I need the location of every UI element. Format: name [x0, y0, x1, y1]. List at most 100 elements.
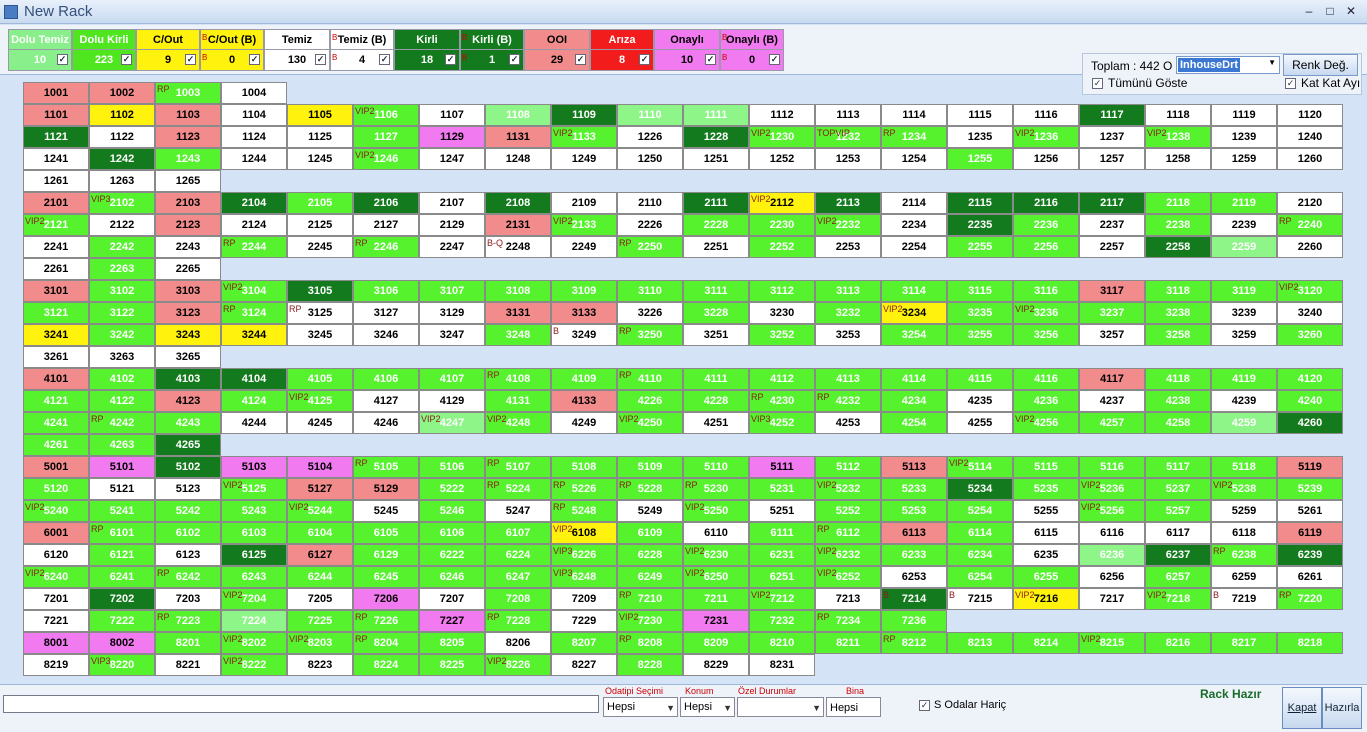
room-cell-4237[interactable]: 4237 — [1079, 390, 1145, 412]
room-cell-4110[interactable]: RP 4110 — [617, 368, 683, 390]
room-cell-8209[interactable]: 8209 — [683, 632, 749, 654]
room-cell-7207[interactable]: 7207 — [419, 588, 485, 610]
room-cell-6103[interactable]: 6103 — [221, 522, 287, 544]
room-cell-4226[interactable]: 4226 — [617, 390, 683, 412]
room-cell-6119[interactable]: 6119 — [1277, 522, 1343, 544]
room-cell-3256[interactable]: 3256 — [1013, 324, 1079, 346]
room-cell-6253[interactable]: 6253 — [881, 566, 947, 588]
room-cell-4121[interactable]: 4121 — [23, 390, 89, 412]
room-cell-5250[interactable]: VIP2 5250 — [683, 500, 749, 522]
room-cell-5119[interactable]: 5119 — [1277, 456, 1343, 478]
room-cell-4255[interactable]: 4255 — [947, 412, 1013, 434]
ozel-durumlar-select[interactable]: ▼ — [737, 697, 824, 717]
room-cell-5237[interactable]: 5237 — [1145, 478, 1211, 500]
filter-1[interactable]: Dolu Kirli 223 ✓ — [72, 29, 136, 71]
room-cell-3246[interactable]: 3246 — [353, 324, 419, 346]
filter-checkbox[interactable]: ✓ — [509, 54, 520, 65]
room-cell-2256[interactable]: 2256 — [1013, 236, 1079, 258]
room-cell-1261[interactable]: 1261 — [23, 170, 89, 192]
room-cell-3119[interactable]: 3119 — [1211, 280, 1277, 302]
filter-2[interactable]: C/Out 9 ✓ — [136, 29, 200, 71]
room-cell-5231[interactable]: 5231 — [749, 478, 815, 500]
room-cell-2105[interactable]: 2105 — [287, 192, 353, 214]
room-cell-2108[interactable]: 2108 — [485, 192, 551, 214]
room-cell-8215[interactable]: VIP2 8215 — [1079, 632, 1145, 654]
room-cell-6224[interactable]: 6224 — [485, 544, 551, 566]
room-cell-2104[interactable]: 2104 — [221, 192, 287, 214]
filter-8[interactable]: OOI 29 ✓ — [524, 29, 590, 71]
filter-checkbox[interactable]: ✓ — [57, 54, 68, 65]
room-cell-1246[interactable]: VIP2 1246 — [353, 148, 419, 170]
room-cell-1238[interactable]: VIP2 1238 — [1145, 126, 1211, 148]
room-cell-6222[interactable]: 6222 — [419, 544, 485, 566]
room-cell-6117[interactable]: 6117 — [1145, 522, 1211, 544]
room-cell-1129[interactable]: 1129 — [419, 126, 485, 148]
s-odalar-checkbox[interactable]: ✓ — [919, 700, 930, 711]
room-cell-5118[interactable]: 5118 — [1211, 456, 1277, 478]
room-cell-7234[interactable]: RP 7234 — [815, 610, 881, 632]
room-cell-4260[interactable]: 4260 — [1277, 412, 1343, 434]
room-cell-5121[interactable]: 5121 — [89, 478, 155, 500]
room-cell-2242[interactable]: 2242 — [89, 236, 155, 258]
room-cell-3106[interactable]: 3106 — [353, 280, 419, 302]
room-cell-5117[interactable]: 5117 — [1145, 456, 1211, 478]
room-cell-6261[interactable]: 6261 — [1277, 566, 1343, 588]
room-cell-5236[interactable]: VIP2 5236 — [1079, 478, 1145, 500]
room-cell-6110[interactable]: 6110 — [683, 522, 749, 544]
room-cell-3257[interactable]: 3257 — [1079, 324, 1145, 346]
room-cell-6259[interactable]: 6259 — [1211, 566, 1277, 588]
message-input[interactable] — [3, 695, 599, 713]
room-cell-6113[interactable]: 6113 — [881, 522, 947, 544]
room-cell-3226[interactable]: 3226 — [617, 302, 683, 324]
room-cell-4251[interactable]: 4251 — [683, 412, 749, 434]
room-cell-1263[interactable]: 1263 — [89, 170, 155, 192]
room-cell-3248[interactable]: 3248 — [485, 324, 551, 346]
room-cell-3116[interactable]: 3116 — [1013, 280, 1079, 302]
room-cell-6109[interactable]: 6109 — [617, 522, 683, 544]
room-cell-8224[interactable]: 8224 — [353, 654, 419, 676]
room-cell-8211[interactable]: 8211 — [815, 632, 881, 654]
room-cell-2259[interactable]: 2259 — [1211, 236, 1277, 258]
room-cell-4236[interactable]: 4236 — [1013, 390, 1079, 412]
room-cell-3102[interactable]: 3102 — [89, 280, 155, 302]
room-cell-1251[interactable]: 1251 — [683, 148, 749, 170]
room-cell-2127[interactable]: 2127 — [353, 214, 419, 236]
room-cell-2117[interactable]: 2117 — [1079, 192, 1145, 214]
room-cell-7232[interactable]: 7232 — [749, 610, 815, 632]
room-cell-1228[interactable]: 1228 — [683, 126, 749, 148]
room-cell-3265[interactable]: 3265 — [155, 346, 221, 368]
room-cell-4127[interactable]: 4127 — [353, 390, 419, 412]
room-cell-4124[interactable]: 4124 — [221, 390, 287, 412]
room-cell-3107[interactable]: 3107 — [419, 280, 485, 302]
room-cell-8206[interactable]: 8206 — [485, 632, 551, 654]
room-cell-2249[interactable]: 2249 — [551, 236, 617, 258]
room-cell-4232[interactable]: RP 4232 — [815, 390, 881, 412]
room-cell-6118[interactable]: 6118 — [1211, 522, 1277, 544]
room-cell-6115[interactable]: 6115 — [1013, 522, 1079, 544]
room-cell-6247[interactable]: 6247 — [485, 566, 551, 588]
room-cell-8217[interactable]: 8217 — [1211, 632, 1277, 654]
room-cell-8205[interactable]: 8205 — [419, 632, 485, 654]
room-cell-4123[interactable]: 4123 — [155, 390, 221, 412]
close-button[interactable]: ✕ — [1345, 4, 1357, 18]
room-cell-6235[interactable]: 6235 — [1013, 544, 1079, 566]
room-cell-5116[interactable]: 5116 — [1079, 456, 1145, 478]
room-cell-8204[interactable]: RP 8204 — [353, 632, 419, 654]
room-cell-8219[interactable]: 8219 — [23, 654, 89, 676]
room-cell-6237[interactable]: 6237 — [1145, 544, 1211, 566]
filter-3[interactable]: B C/Out (B) B 0 ✓ — [200, 29, 264, 71]
room-cell-3253[interactable]: 3253 — [815, 324, 881, 346]
room-cell-4112[interactable]: 4112 — [749, 368, 815, 390]
room-cell-3112[interactable]: 3112 — [749, 280, 815, 302]
room-cell-1107[interactable]: 1107 — [419, 104, 485, 126]
room-cell-4107[interactable]: 4107 — [419, 368, 485, 390]
room-cell-4228[interactable]: 4228 — [683, 390, 749, 412]
room-cell-1254[interactable]: 1254 — [881, 148, 947, 170]
room-cell-1257[interactable]: 1257 — [1079, 148, 1145, 170]
room-cell-7204[interactable]: VIP2 7204 — [221, 588, 287, 610]
room-cell-8210[interactable]: 8210 — [749, 632, 815, 654]
room-cell-5105[interactable]: RP 5105 — [353, 456, 419, 478]
room-cell-4258[interactable]: 4258 — [1145, 412, 1211, 434]
room-cell-3113[interactable]: 3113 — [815, 280, 881, 302]
room-cell-3261[interactable]: 3261 — [23, 346, 89, 368]
